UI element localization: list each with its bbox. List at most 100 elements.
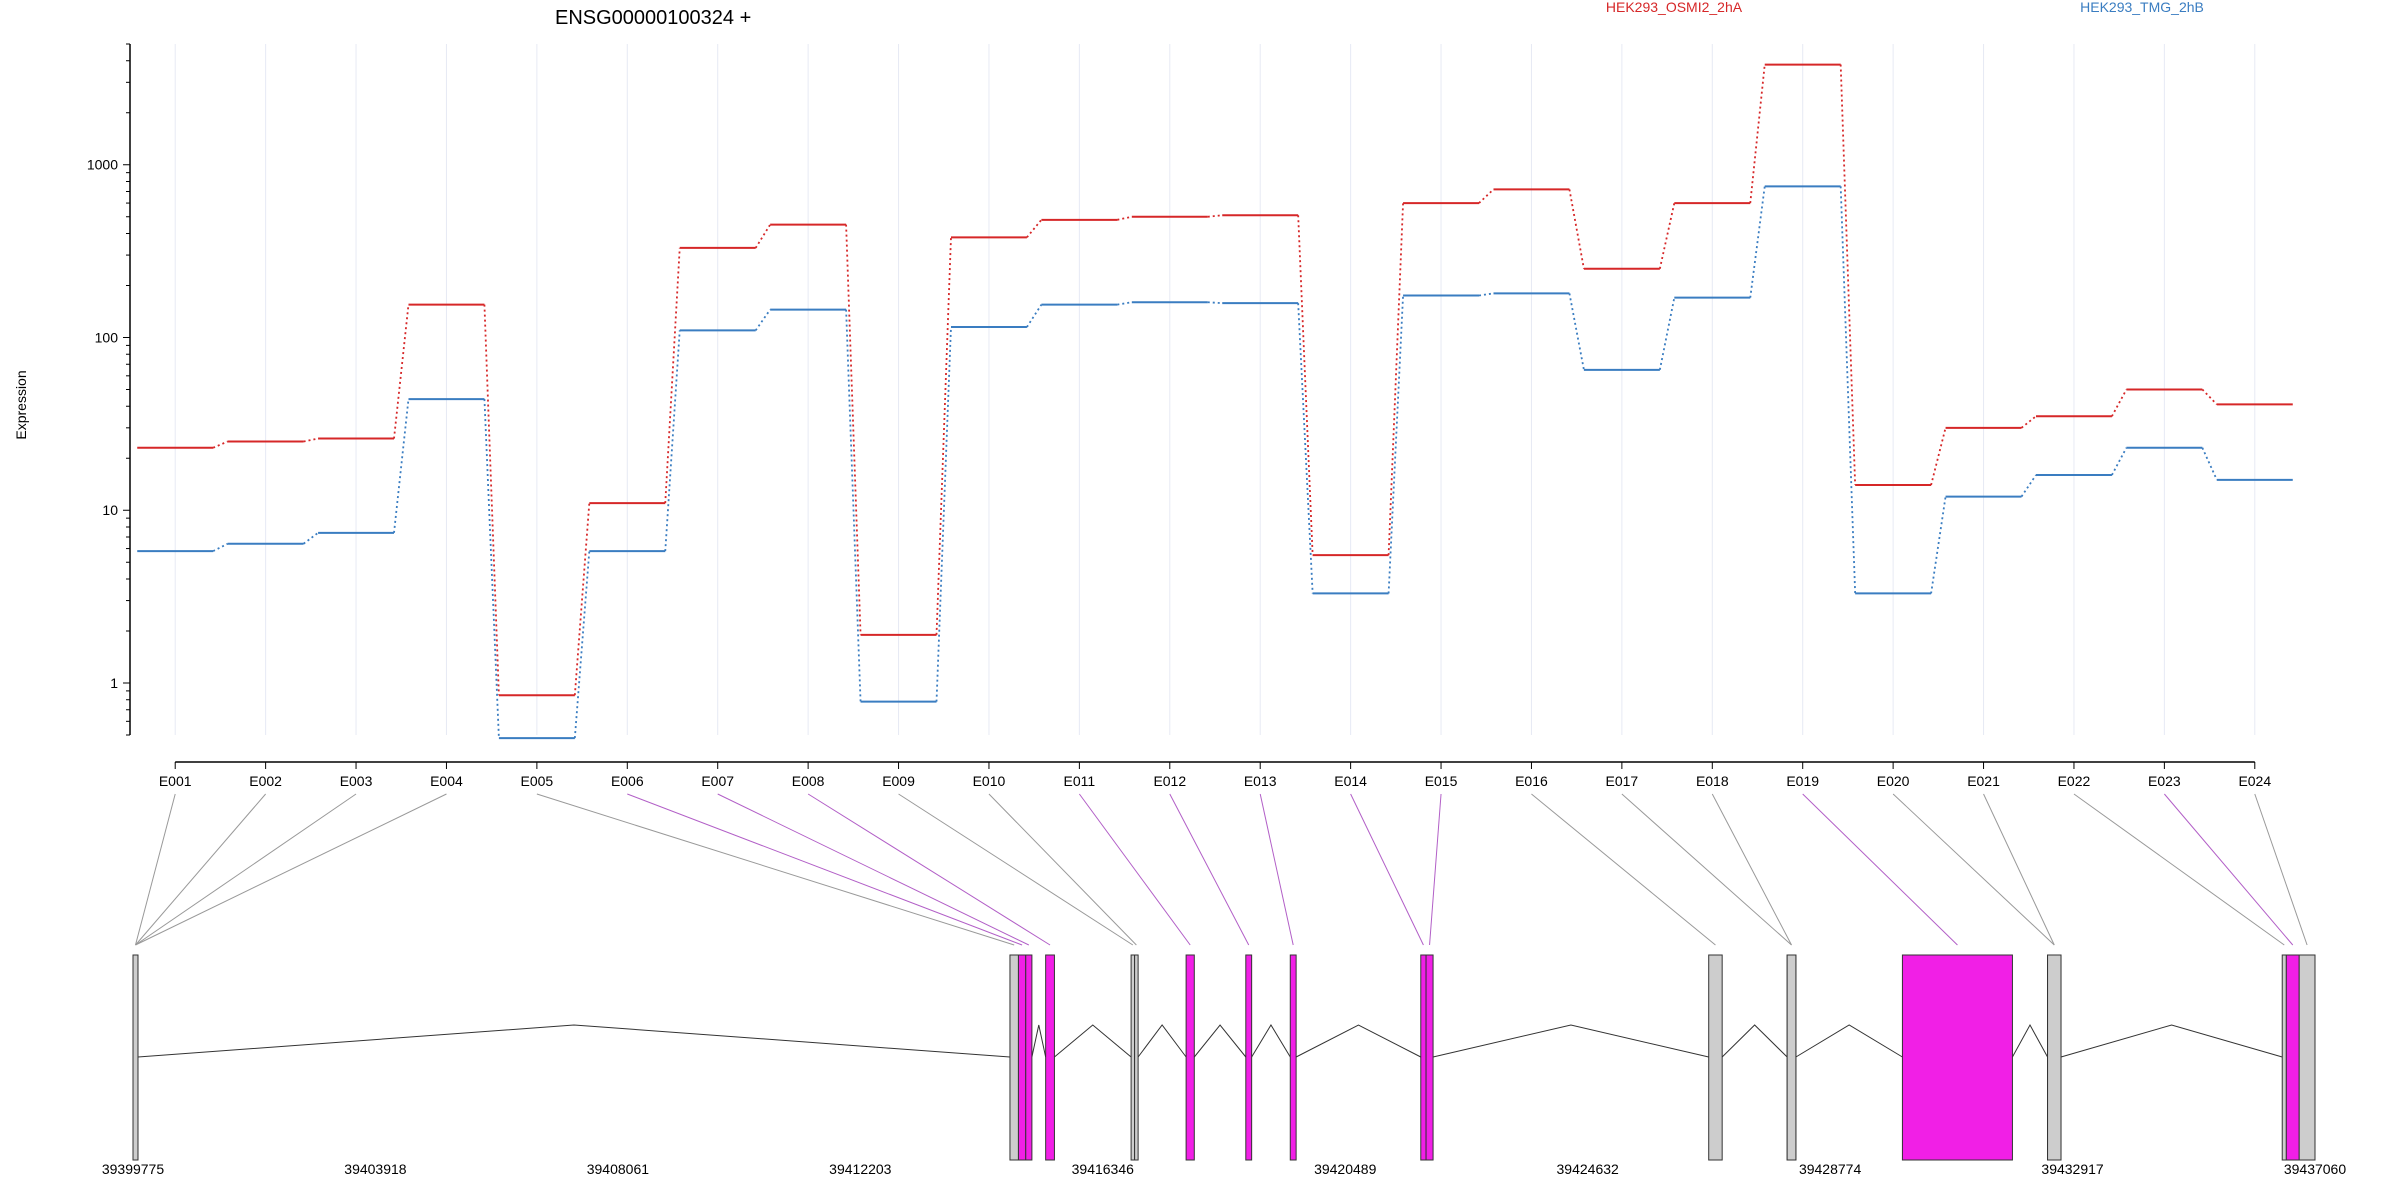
series-connector <box>573 503 591 696</box>
connector-e023 <box>2163 793 2294 946</box>
exon-connectors <box>135 793 2308 946</box>
series-connector <box>303 532 319 545</box>
series-connector <box>483 304 500 696</box>
series-connector <box>1658 297 1676 370</box>
coordinate-label: 39420489 <box>1314 1161 1377 1177</box>
series-connector <box>1297 215 1314 556</box>
connector-e009 <box>898 793 1134 946</box>
coordinate-label: 39408061 <box>587 1161 650 1177</box>
connector-e008 <box>807 793 1051 946</box>
exon-e016 <box>1708 954 1723 1161</box>
series-connector <box>754 309 771 331</box>
connector-e024 <box>2254 793 2308 946</box>
coordinate-label: 39412203 <box>829 1161 892 1177</box>
series-connector <box>1478 292 1494 297</box>
series-connector <box>1839 64 1857 486</box>
series-connector <box>2201 447 2218 481</box>
exon-e004 <box>132 954 139 1161</box>
x-tick-label-e002: E002 <box>249 773 282 789</box>
exon-e021 <box>2047 954 2062 1161</box>
legend-label-osmi2: HEK293_OSMI2_2hA <box>1606 0 1743 15</box>
gene-model <box>132 954 2316 1161</box>
series-connector <box>1930 427 1947 486</box>
connector-e020 <box>1892 793 2055 946</box>
series-connector <box>1207 301 1223 305</box>
legend-label-tmg: HEK293_TMG_2hB <box>2080 0 2204 15</box>
intron <box>1295 1024 1422 1058</box>
connector-e003 <box>135 793 357 946</box>
series-connector <box>754 224 771 249</box>
x-axis: E001 E002 E003 E004 E005 E006 E007 E008 E009 E010… <box>159 761 2271 789</box>
series-connector <box>1930 496 1947 594</box>
series-connector <box>1026 304 1043 328</box>
connector-e001 <box>135 793 176 946</box>
exon-e014 <box>1420 954 1427 1161</box>
intron <box>1031 1024 1047 1058</box>
series-connector <box>1387 295 1404 594</box>
series-connector <box>483 399 500 739</box>
series-connector <box>845 224 862 635</box>
series-connector <box>1749 186 1766 298</box>
series-connector <box>1839 186 1857 594</box>
series-connector <box>935 237 952 635</box>
series-connector <box>2111 389 2128 417</box>
connector-e013 <box>1259 793 1294 946</box>
connector-e014 <box>1350 793 1424 946</box>
x-tick-label-e024: E024 <box>2238 773 2271 789</box>
series-connector <box>1387 203 1404 556</box>
connector-e021 <box>1983 793 2055 946</box>
connector-e012 <box>1169 793 1250 946</box>
x-tick-label-e018: E018 <box>1696 773 1729 789</box>
exon-e005 <box>1009 954 1019 1161</box>
connector-e015 <box>1429 793 1442 946</box>
exon-e010 <box>1134 954 1139 1161</box>
connector-e007 <box>717 793 1030 946</box>
connector-e002 <box>135 793 267 946</box>
exon-e019 <box>1901 954 2013 1161</box>
exon-e007 <box>1025 954 1033 1161</box>
exon-e013 <box>1289 954 1297 1161</box>
connector-e011 <box>1078 793 1191 946</box>
series-connector <box>1117 301 1132 306</box>
exon-e023 <box>2285 954 2300 1161</box>
intron <box>2012 1023 2048 1058</box>
intron <box>1054 1024 1132 1058</box>
x-tick-label-e009: E009 <box>882 773 915 789</box>
x-tick-label-e005: E005 <box>521 773 554 789</box>
series-tmg <box>137 185 2293 740</box>
series-connector <box>1568 293 1585 370</box>
x-tick-label-e004: E004 <box>430 773 463 789</box>
x-tick-label-e012: E012 <box>1153 773 1186 789</box>
coordinate-label: 39399775 <box>102 1161 165 1177</box>
connector-e004 <box>135 793 447 946</box>
series-connector <box>845 309 862 702</box>
coordinate-label: 39432917 <box>2041 1161 2104 1177</box>
x-tick-label-e020: E020 <box>1877 773 1910 789</box>
intron <box>2060 1024 2283 1058</box>
series-connector <box>212 542 229 552</box>
x-tick-label-e019: E019 <box>1786 773 1819 789</box>
series-connector <box>2020 415 2037 429</box>
connector-e022 <box>2073 793 2285 946</box>
series-connector <box>1026 219 1043 238</box>
exon-e012 <box>1245 954 1253 1161</box>
y-tick-label: 10 <box>102 502 118 518</box>
coordinate-label: 39403918 <box>344 1161 407 1177</box>
x-tick-label-e010: E010 <box>973 773 1006 789</box>
connector-e017 <box>1621 793 1792 946</box>
intron <box>1795 1024 1903 1058</box>
exon-e024 <box>2298 954 2316 1161</box>
series-connector <box>2020 474 2037 498</box>
intron <box>1193 1024 1247 1058</box>
x-tick-label-e013: E013 <box>1244 773 1277 789</box>
series-connector <box>393 398 410 533</box>
intron <box>1721 1024 1788 1058</box>
series-connector <box>2201 388 2218 406</box>
y-tick-label: 1000 <box>87 157 118 173</box>
intron <box>137 1024 1010 1058</box>
connector-e005 <box>536 793 1015 946</box>
series-connector <box>1658 202 1676 269</box>
x-tick-label-e015: E015 <box>1425 773 1458 789</box>
y-tick-label: 1 <box>110 675 118 691</box>
